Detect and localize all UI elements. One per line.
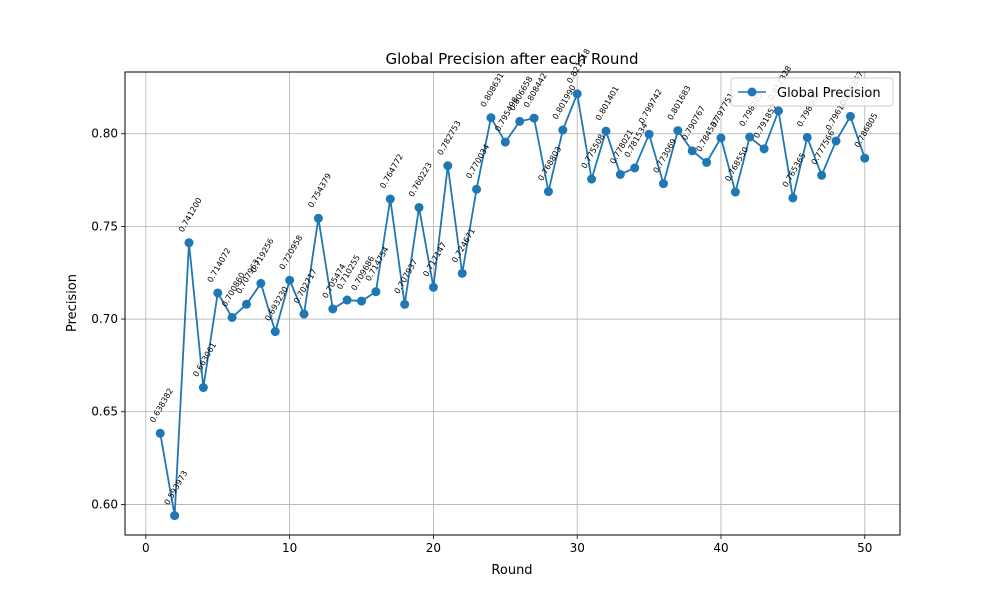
data-point — [313, 213, 323, 223]
legend-label: Global Precision — [777, 86, 881, 101]
data-point — [170, 511, 180, 521]
data-point — [615, 169, 625, 179]
data-point — [745, 132, 755, 142]
data-point — [817, 170, 827, 180]
data-point — [357, 296, 367, 306]
data-point — [759, 144, 769, 154]
data-point — [414, 202, 424, 212]
data-point — [385, 194, 395, 204]
data-point — [241, 299, 251, 309]
data-point — [601, 126, 611, 136]
data-point — [500, 137, 510, 147]
data-point — [702, 157, 712, 167]
x-tick-label: 50 — [857, 541, 872, 555]
y-tick-label: 0.60 — [91, 497, 118, 511]
x-tick-label: 0 — [142, 541, 150, 555]
series-line — [159, 92, 866, 517]
data-point — [543, 187, 553, 197]
grid — [125, 72, 900, 535]
y-tick-label: 0.80 — [91, 127, 118, 141]
axis-ticks: 0 10 20 30 40 50 0.60 0.65 0.70 0.75 0.80 — [91, 127, 872, 555]
data-point — [227, 312, 237, 322]
data-point — [630, 163, 640, 173]
data-point — [658, 179, 668, 189]
data-point — [342, 295, 352, 305]
data-point — [788, 193, 798, 203]
data-point — [328, 304, 338, 314]
legend-box — [730, 77, 894, 107]
x-tick-label: 20 — [426, 541, 441, 555]
data-point — [587, 174, 597, 184]
data-point — [198, 383, 208, 393]
data-point — [184, 238, 194, 248]
data-point — [572, 89, 582, 99]
data-point — [457, 268, 467, 278]
data-point — [400, 299, 410, 309]
legend-marker-swatch — [747, 87, 757, 97]
data-point — [845, 111, 855, 121]
series-layer — [155, 89, 870, 521]
data-point — [299, 309, 309, 319]
data-point — [831, 136, 841, 146]
data-point — [716, 133, 726, 143]
data-point — [529, 113, 539, 123]
data-point — [270, 327, 280, 337]
data-point — [256, 278, 266, 288]
legend: Global Precision — [730, 77, 894, 107]
data-point — [730, 187, 740, 197]
data-point — [155, 428, 165, 438]
data-point — [860, 153, 870, 163]
data-point — [285, 275, 295, 285]
y-tick-label: 0.75 — [91, 219, 118, 233]
data-point — [443, 161, 453, 171]
data-point — [213, 288, 223, 298]
data-point — [673, 126, 683, 136]
data-point — [515, 116, 525, 126]
data-point — [802, 132, 812, 142]
y-tick-label: 0.65 — [91, 405, 118, 419]
x-tick-label: 30 — [570, 541, 585, 555]
data-point — [644, 129, 654, 139]
x-axis-label: Round — [491, 563, 532, 578]
data-point — [558, 125, 568, 135]
data-point — [486, 113, 496, 123]
x-tick-label: 10 — [282, 541, 297, 555]
data-point — [371, 287, 381, 297]
plot-frame — [124, 71, 901, 536]
x-tick-label: 40 — [713, 541, 728, 555]
chart-title: Global Precision after each Round — [386, 50, 639, 68]
data-point — [774, 106, 784, 116]
y-tick-label: 0.70 — [91, 312, 118, 326]
data-point — [687, 146, 697, 156]
y-axis-label: Precision — [65, 274, 80, 332]
data-point — [428, 282, 438, 292]
data-point — [472, 184, 482, 194]
